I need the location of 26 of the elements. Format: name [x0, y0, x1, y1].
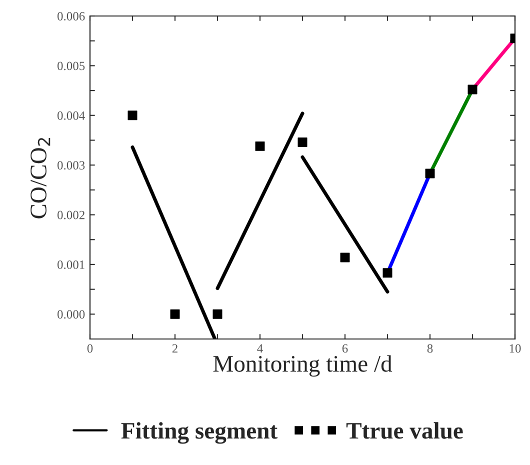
x-tick-label: 2 [172, 344, 178, 353]
y-axis-title: CO/CO$_{2}$ [30, 138, 50, 218]
point [468, 84, 478, 94]
x-tick-label: 10 [510, 344, 521, 353]
legend-label: Fitting segment [121, 422, 278, 444]
y-tick-label: 0.006 [57, 12, 85, 21]
point [128, 110, 138, 120]
point [170, 309, 180, 319]
x-axis-title: Monitoring time /d [213, 355, 392, 377]
point [382, 268, 392, 278]
point [212, 309, 222, 319]
y-tick-label: 0.004 [57, 111, 85, 120]
point [255, 141, 265, 151]
point [340, 252, 350, 262]
x-tick-label: 4 [257, 344, 263, 353]
x-tick-label: 0 [87, 344, 93, 353]
legend-label: Ttrue value [346, 422, 463, 439]
point [425, 168, 435, 178]
x-tick-label: 8 [427, 344, 433, 353]
x-tick-label: 6 [342, 344, 348, 353]
y-tick-label: 0.002 [57, 210, 84, 220]
y-tick-label: 0.001 [57, 260, 84, 269]
point [298, 137, 308, 147]
y-tick-label: 0.005 [57, 62, 85, 70]
y-tick-label: 0.003 [57, 161, 85, 170]
y-tick-label: 0.000 [57, 310, 85, 319]
